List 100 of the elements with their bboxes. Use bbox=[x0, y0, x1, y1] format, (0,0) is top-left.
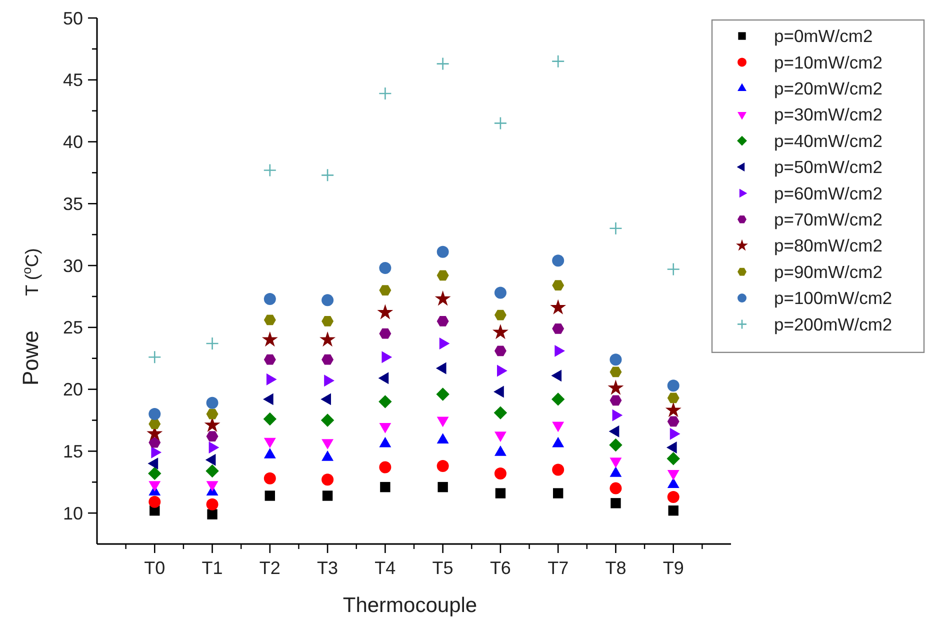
point bbox=[492, 324, 508, 340]
point bbox=[206, 498, 218, 510]
x-axis-title: Thermocouple bbox=[342, 594, 478, 617]
point bbox=[495, 488, 506, 498]
y-tick-label: 35 bbox=[62, 194, 83, 214]
point bbox=[494, 286, 506, 299]
point bbox=[610, 395, 622, 406]
point bbox=[206, 408, 218, 420]
point bbox=[377, 304, 394, 320]
x-tick-label: T6 bbox=[490, 558, 511, 578]
legend-label: p=70mW/cm2 bbox=[774, 210, 882, 230]
point bbox=[552, 280, 564, 291]
point bbox=[610, 482, 622, 494]
point bbox=[667, 490, 680, 503]
point bbox=[379, 285, 392, 296]
legend-label: p=200mW/cm2 bbox=[774, 314, 892, 334]
point bbox=[609, 222, 622, 236]
point bbox=[551, 54, 565, 68]
point bbox=[322, 490, 333, 501]
point bbox=[609, 438, 622, 452]
point bbox=[610, 354, 622, 366]
point bbox=[436, 388, 450, 401]
point bbox=[552, 254, 564, 267]
x-tick-label: T4 bbox=[374, 558, 396, 578]
point bbox=[552, 488, 564, 498]
point bbox=[148, 466, 162, 480]
x-tick-label: T7 bbox=[548, 558, 569, 578]
point bbox=[206, 336, 219, 350]
legend-label: p=0mW/cm2 bbox=[774, 26, 873, 46]
point bbox=[148, 496, 161, 508]
point bbox=[379, 328, 392, 339]
point bbox=[610, 366, 622, 378]
point bbox=[494, 116, 508, 130]
point bbox=[608, 380, 624, 395]
point bbox=[666, 262, 680, 276]
x-tick-label: T1 bbox=[202, 558, 223, 578]
point bbox=[378, 86, 392, 100]
point bbox=[263, 164, 277, 177]
point bbox=[436, 316, 449, 326]
point bbox=[206, 431, 218, 442]
point bbox=[668, 505, 678, 516]
point bbox=[148, 350, 162, 364]
legend-label: p=90mW/cm2 bbox=[774, 262, 882, 282]
point bbox=[436, 460, 449, 472]
point bbox=[320, 168, 334, 182]
point bbox=[552, 323, 564, 334]
point bbox=[494, 467, 506, 480]
point bbox=[436, 246, 449, 258]
x-tick-label: T8 bbox=[605, 558, 626, 578]
y-tick-label: 15 bbox=[62, 441, 83, 462]
point bbox=[264, 354, 276, 365]
legend-label: p=100mW/cm2 bbox=[774, 288, 892, 308]
point bbox=[322, 294, 334, 306]
point bbox=[207, 509, 218, 520]
point bbox=[148, 418, 161, 430]
point bbox=[436, 270, 449, 281]
legend-label: p=30mW/cm2 bbox=[774, 104, 882, 125]
y-tick-label: 40 bbox=[62, 132, 83, 152]
point bbox=[262, 331, 278, 347]
point bbox=[434, 290, 451, 306]
legend-label: p=80mW/cm2 bbox=[774, 236, 882, 256]
point bbox=[436, 57, 450, 70]
point bbox=[667, 392, 680, 404]
y-tick-label: 20 bbox=[62, 380, 83, 400]
point bbox=[322, 354, 334, 365]
point bbox=[320, 331, 336, 347]
legend-label: p=60mW/cm2 bbox=[774, 183, 882, 204]
y-tick-label: 25 bbox=[62, 318, 83, 338]
point bbox=[264, 292, 276, 305]
text: Powe bbox=[18, 330, 43, 386]
x-tick-label: T5 bbox=[432, 558, 454, 578]
point bbox=[264, 472, 276, 484]
point bbox=[380, 482, 390, 492]
x-tick-label: T2 bbox=[259, 558, 280, 578]
point bbox=[438, 482, 448, 492]
y-tick-label: 50 bbox=[62, 8, 83, 28]
y-tick-label: 45 bbox=[62, 70, 83, 90]
legend-label: p=20mW/cm2 bbox=[774, 78, 882, 99]
point bbox=[264, 490, 276, 501]
point bbox=[264, 314, 276, 326]
x-tick-label: T9 bbox=[662, 558, 684, 578]
point bbox=[551, 392, 565, 406]
point bbox=[206, 396, 218, 409]
point bbox=[666, 452, 680, 466]
x-tick-label: T3 bbox=[317, 558, 338, 578]
point bbox=[610, 498, 621, 508]
x-tick-label: T0 bbox=[144, 558, 166, 578]
point bbox=[322, 316, 334, 326]
point bbox=[667, 416, 680, 427]
point bbox=[263, 412, 277, 426]
point bbox=[494, 346, 506, 356]
point bbox=[378, 395, 392, 408]
point bbox=[148, 408, 161, 420]
point bbox=[552, 464, 564, 476]
point bbox=[550, 299, 566, 314]
point bbox=[665, 402, 682, 418]
legend-label: p=50mW/cm2 bbox=[774, 157, 882, 178]
point bbox=[494, 406, 508, 420]
legend-label: p=10mW/cm2 bbox=[774, 52, 882, 72]
point bbox=[379, 262, 392, 274]
